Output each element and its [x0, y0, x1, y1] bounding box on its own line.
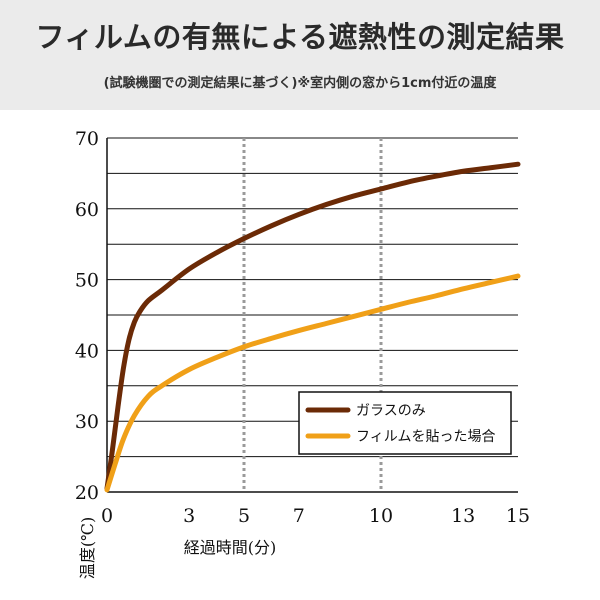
x-tick-label: 0: [101, 505, 113, 527]
y-tick-label: 30: [75, 411, 99, 433]
x-tick-label: 15: [506, 505, 530, 527]
legend-label-glass-only: ガラスのみ: [356, 403, 426, 419]
page-subtitle: (試験機圏での測定結果に基づく)※室内側の窓から1cm付近の温度: [103, 76, 497, 91]
header-band: フィルムの有無による遮熱性の測定結果 (試験機圏での測定結果に基づく)※室内側の…: [0, 0, 600, 110]
tick-labels: 20 30 40 50 60 70 0 3 5 7 10 13 15: [75, 128, 530, 527]
legend: ガラスのみ フィルムを貼った場合: [298, 391, 512, 455]
series-line-glass-only: [104, 161, 521, 491]
y-tick-label: 70: [75, 128, 99, 150]
y-tick-label: 40: [75, 340, 99, 362]
page-title: フィルムの有無による遮熱性の測定結果: [35, 20, 565, 54]
x-tick-label: 3: [183, 505, 195, 527]
y-axis-label: 温度(℃): [78, 517, 97, 579]
x-tick-label: 10: [369, 505, 393, 527]
x-axis-label: 経過時間(分): [184, 538, 277, 557]
series-layer: [104, 161, 521, 493]
legend-box: [298, 391, 512, 455]
y-tick-label: 50: [75, 270, 99, 292]
x-tick-label: 5: [238, 505, 250, 527]
legend-label-with-film: フィルムを貼った場合: [356, 429, 495, 445]
series-line-with-film: [104, 273, 521, 493]
x-tick-label: 7: [293, 505, 305, 527]
x-tick-label: 13: [451, 505, 475, 527]
y-tick-label: 60: [75, 199, 99, 221]
y-tick-label: 20: [75, 482, 99, 504]
